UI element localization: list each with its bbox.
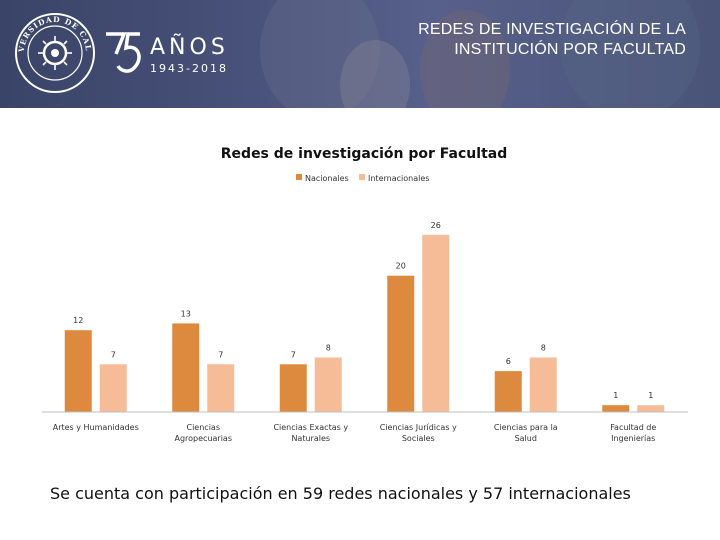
bar-internacionales-ciencias-juridicas-y-sociales (422, 234, 450, 412)
bar-nacionales-ciencias-exactas-y-naturales (279, 364, 307, 412)
bar-internacionales-ciencias-exactas-y-naturales (314, 357, 342, 412)
chart-bars: 12 7 13 7 7 8 20 26 6 8 1 1 (64, 221, 665, 412)
university-seal-logo: UNIVERSIDAD DE CALDAS (14, 12, 95, 93)
data-label-nacionales-artes-y-humanidades: 12 (73, 316, 83, 325)
bar-nacionales-ciencias-agropecuarias (172, 323, 200, 412)
page-title-line-2: INSTITUCIÓN POR FACULTAD (454, 41, 686, 58)
x-tick-label-ciencias-agropecuarias: Ciencias Agropecuarias (174, 423, 232, 443)
data-label-nacionales-ciencias-para-la-salud: 6 (506, 357, 511, 366)
data-label-internacionales-facultad-de-ingenierias: 1 (648, 391, 653, 400)
summary-text: Se cuenta con participación en 59 redes … (50, 484, 631, 503)
legend-label-nacionales: Nacionales (305, 174, 349, 183)
data-label-nacionales-facultad-de-ingenierias: 1 (613, 391, 618, 400)
x-tick-label-facultad-de-ingenierias: Facultad de Ingenierías (610, 423, 656, 443)
x-axis-labels: Artes y Humanidades Ciencias Agropecuarias… (53, 423, 657, 443)
data-label-nacionales-ciencias-juridicas-y-sociales: 20 (396, 262, 406, 271)
header-banner: UNIVERSIDAD DE CALDAS AÑOS 1943-2018 RED… (0, 0, 720, 108)
bar-chart: Redes de investigación por Facultad Naci… (42, 146, 688, 443)
bar-internacionales-ciencias-agropecuarias (207, 364, 235, 412)
page-title: REDES DE INVESTIGACIÓN DE LA INSTITUCIÓN… (306, 20, 686, 60)
x-tick-label-ciencias-para-la-salud: Ciencias para la Salud (494, 423, 558, 443)
bar-nacionales-ciencias-juridicas-y-sociales (387, 275, 415, 412)
bar-internacionales-ciencias-para-la-salud (529, 357, 557, 412)
anniversary-years: 1943-2018 (150, 62, 228, 75)
data-label-internacionales-ciencias-para-la-salud: 8 (541, 343, 546, 352)
bar-nacionales-facultad-de-ingenierias (602, 405, 630, 412)
chart-container: Redes de investigación por Facultad Naci… (0, 130, 720, 460)
data-label-nacionales-ciencias-exactas-y-naturales: 7 (291, 350, 296, 359)
x-tick-label-ciencias-juridicas-y-sociales: Ciencias Jurídicas y Sociales (380, 423, 457, 443)
background-figure (260, 0, 380, 108)
x-tick-label-artes-y-humanidades: Artes y Humanidades (53, 423, 139, 432)
background-figure (420, 10, 510, 108)
bar-nacionales-artes-y-humanidades (64, 330, 92, 412)
anniversary-logo: AÑOS 1943-2018 (106, 32, 229, 75)
legend-swatch-nacionales (296, 174, 302, 180)
data-label-internacionales-ciencias-exactas-y-naturales: 8 (326, 343, 331, 352)
bar-internacionales-artes-y-humanidades (99, 364, 127, 412)
data-label-internacionales-ciencias-agropecuarias: 7 (218, 350, 223, 359)
legend-swatch-internacionales (359, 174, 365, 180)
legend-label-internacionales: Internacionales (368, 174, 429, 183)
chart-legend: Nacionales Internacionales (296, 174, 429, 183)
x-tick-label-ciencias-exactas-y-naturales: Ciencias Exactas y Naturales (273, 423, 348, 443)
chart-title: Redes de investigación por Facultad (221, 146, 507, 162)
anniversary-word: AÑOS (150, 33, 229, 60)
data-label-internacionales-ciencias-juridicas-y-sociales: 26 (431, 221, 441, 230)
bar-nacionales-ciencias-para-la-salud (494, 371, 522, 412)
data-label-internacionales-artes-y-humanidades: 7 (111, 350, 116, 359)
background-figure (560, 0, 700, 108)
data-label-nacionales-ciencias-agropecuarias: 13 (181, 309, 191, 318)
background-figure (340, 40, 410, 108)
bar-internacionales-facultad-de-ingenierias (637, 405, 665, 412)
page-title-line-1: REDES DE INVESTIGACIÓN DE LA (418, 21, 686, 38)
